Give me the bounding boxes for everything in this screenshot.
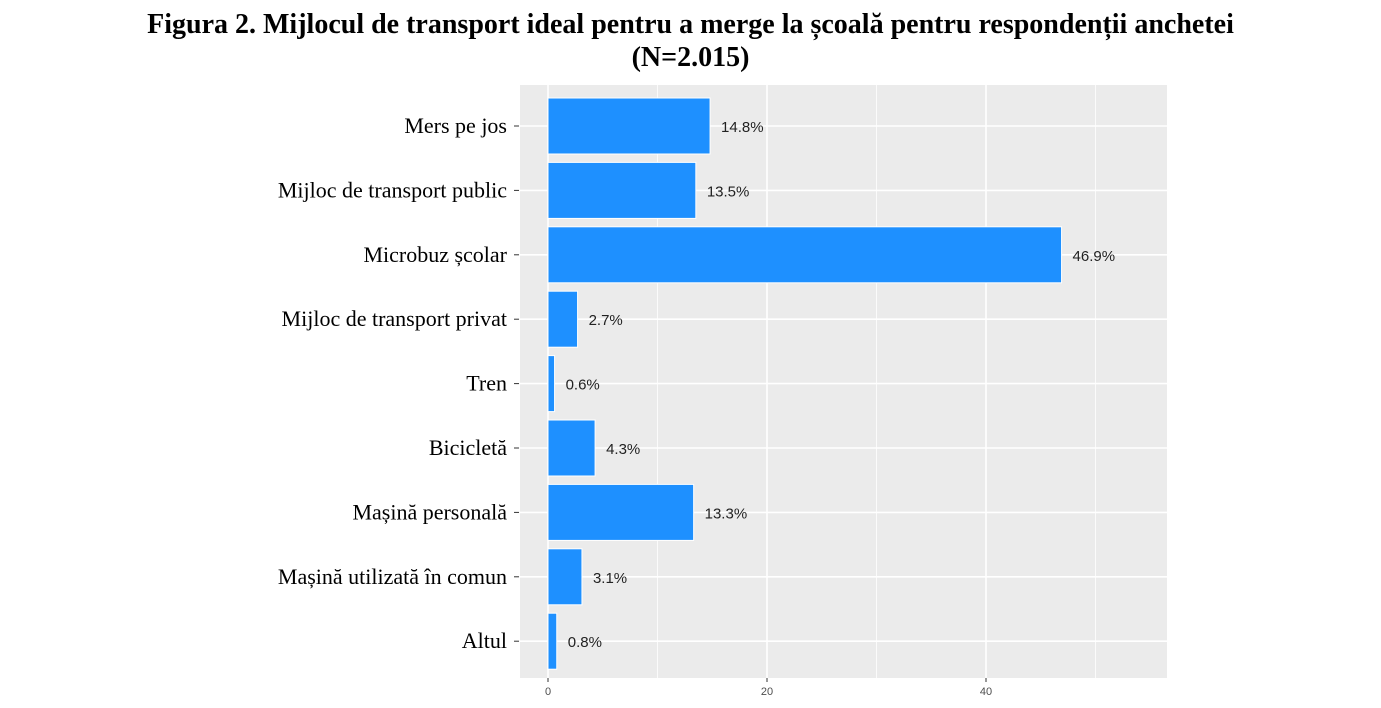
data-label: 13.5%	[707, 183, 750, 200]
data-label: 0.6%	[566, 377, 600, 394]
category-label: Microbuz școlar	[363, 242, 507, 267]
data-label: 0.8%	[568, 634, 602, 651]
bar	[547, 548, 583, 606]
chart-title-line: Figura 2. Mijlocul de transport ideal pe…	[147, 9, 1234, 40]
chart-title: Figura 2. Mijlocul de transport ideal pe…	[0, 8, 1381, 74]
bar	[547, 419, 596, 477]
x-tick-label: 40	[980, 686, 992, 698]
category-label: Altul	[462, 628, 507, 653]
category-label: Mijloc de transport public	[278, 177, 507, 202]
category-label: Mers pe jos	[404, 113, 507, 138]
category-label: Tren	[466, 371, 507, 396]
data-label: 13.3%	[705, 505, 748, 522]
data-label: 46.9%	[1073, 248, 1116, 265]
data-label: 2.7%	[589, 312, 623, 329]
data-label: 4.3%	[606, 441, 640, 458]
category-label: Bicicletă	[429, 435, 507, 460]
data-label: 3.1%	[593, 570, 627, 587]
bar	[547, 97, 711, 155]
bar	[547, 290, 579, 348]
chart-subtitle: (N=2.015)	[631, 42, 750, 73]
x-tick-label: 0	[545, 686, 551, 698]
bar	[547, 483, 695, 541]
bar	[547, 226, 1063, 284]
x-tick-label: 20	[761, 686, 773, 698]
data-label: 14.8%	[721, 119, 764, 136]
bar	[547, 612, 558, 670]
category-label: Mijloc de transport privat	[282, 306, 507, 331]
bar	[547, 161, 697, 219]
category-label: Mașină utilizată în comun	[278, 564, 507, 589]
category-label: Mașină personală	[352, 499, 507, 524]
bar	[547, 355, 556, 413]
